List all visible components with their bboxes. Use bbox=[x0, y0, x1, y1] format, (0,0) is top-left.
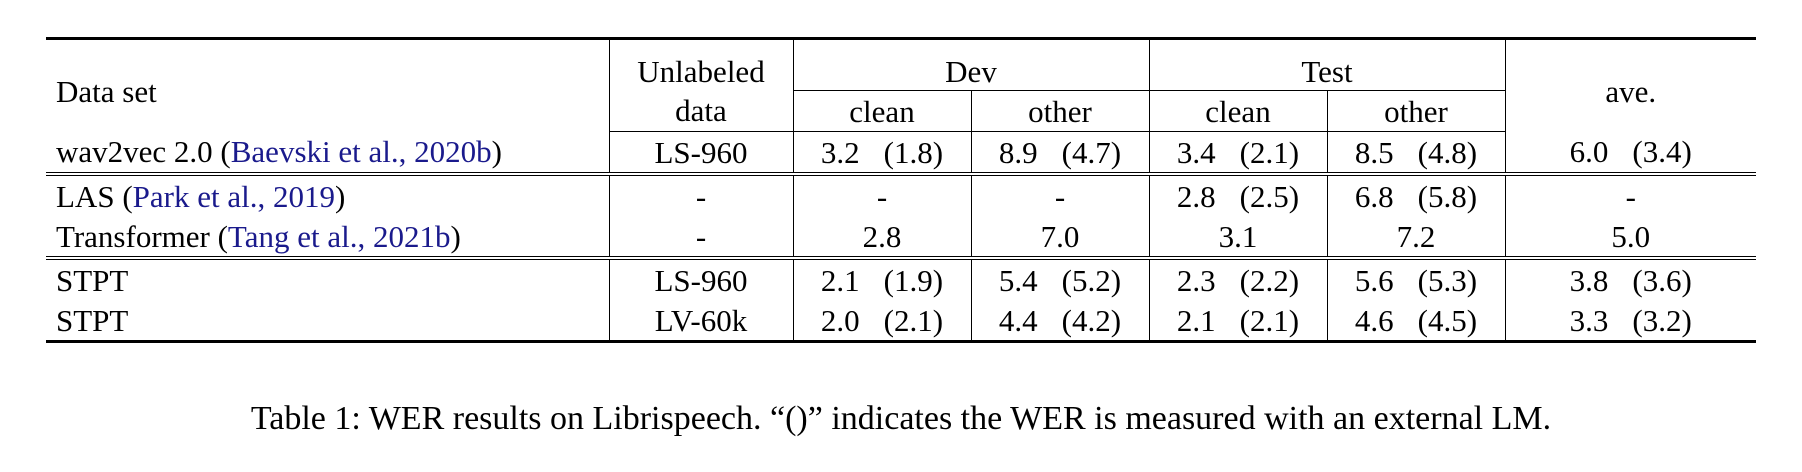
header-dev: Dev bbox=[792, 38, 1149, 91]
model-name: wav2vec 2.0 bbox=[56, 134, 213, 170]
header-test: Test bbox=[1148, 38, 1505, 91]
dev-clean-cell: 2.8 bbox=[792, 216, 971, 260]
header-dev-other: other bbox=[970, 90, 1149, 132]
citation-link[interactable]: Baevski et al., 2020b bbox=[230, 134, 492, 170]
header-unlabeled-line2: data bbox=[608, 90, 793, 132]
dev-clean-cell: 2.1 (1.9) bbox=[792, 258, 971, 300]
dev-other-cell: 7.0 bbox=[970, 216, 1149, 260]
dev-clean-cell: - bbox=[792, 174, 971, 216]
test-clean-cell: 3.4 (2.1) bbox=[1148, 131, 1327, 176]
test-clean-cell: 2.8 (2.5) bbox=[1148, 174, 1327, 216]
header-dataset: Data set bbox=[56, 74, 157, 110]
ave-cell: - bbox=[1504, 174, 1756, 216]
wer-results-table: Data set Unlabeled Dev Test ave. data cl… bbox=[46, 37, 1756, 343]
table-row: STPT LS-960 2.1 (1.9) 5.4 (5.2) 2.3 (2.2) 5… bbox=[46, 258, 1756, 300]
unlabeled-data-cell: LV-60k bbox=[608, 300, 793, 342]
header-test-clean: clean bbox=[1148, 90, 1327, 132]
model-name: Transformer bbox=[56, 218, 210, 254]
unlabeled-data-cell: - bbox=[608, 174, 793, 216]
ave-cell: 5.0 bbox=[1504, 216, 1756, 260]
test-other-cell: 5.6 (5.3) bbox=[1326, 258, 1505, 300]
ave-cell: 3.3 (3.2) bbox=[1504, 300, 1756, 342]
unlabeled-data-cell: - bbox=[608, 216, 793, 260]
ave-cell: 3.8 (3.6) bbox=[1504, 258, 1756, 300]
test-clean-cell: 3.1 bbox=[1148, 216, 1327, 260]
table-row: STPT LV-60k 2.0 (2.1) 4.4 (4.2) 2.1 (2.1) 4… bbox=[46, 300, 1756, 342]
row-name-cell: LAS (Park et al., 2019) bbox=[56, 178, 346, 214]
row-name-cell: Transformer (Tang et al., 2021b) bbox=[46, 216, 609, 260]
header-row-2: data clean other clean other bbox=[46, 90, 1756, 132]
test-other-cell: 4.6 (4.5) bbox=[1326, 300, 1505, 342]
table-caption: Table 1: WER results on Librispeech. “()… bbox=[250, 400, 1552, 437]
dev-clean-cell: 3.2 (1.8) bbox=[792, 131, 971, 176]
header-unlabeled-line1: Unlabeled bbox=[608, 38, 793, 91]
dev-other-cell: - bbox=[970, 174, 1149, 216]
row-name-cell: STPT bbox=[56, 302, 129, 338]
test-clean-cell: 2.3 (2.2) bbox=[1148, 258, 1327, 300]
model-name: LAS bbox=[56, 178, 115, 214]
table-row: wav2vec 2.0 (Baevski et al., 2020b) LS-9… bbox=[46, 131, 1756, 176]
table-row: LAS (Park et al., 2019) - - - 2.8 (2.5) 6… bbox=[46, 174, 1756, 216]
header-dev-clean: clean bbox=[792, 90, 971, 132]
dev-other-cell: 8.9 (4.7) bbox=[970, 131, 1149, 176]
test-clean-cell: 2.1 (2.1) bbox=[1148, 300, 1327, 342]
dev-other-cell: 4.4 (4.2) bbox=[970, 300, 1149, 342]
dev-clean-cell: 2.0 (2.1) bbox=[792, 300, 971, 342]
header-ave: ave. bbox=[1504, 38, 1756, 132]
unlabeled-data-cell: LS-960 bbox=[608, 131, 793, 176]
unlabeled-data-cell: LS-960 bbox=[608, 258, 793, 300]
dev-other-cell: 5.4 (5.2) bbox=[970, 258, 1149, 300]
row-name-cell: STPT bbox=[56, 262, 129, 298]
ave-cell: 6.0 (3.4) bbox=[1504, 131, 1756, 176]
row-name-cell: wav2vec 2.0 (Baevski et al., 2020b) bbox=[46, 131, 609, 176]
citation-link[interactable]: Park et al., 2019 bbox=[132, 178, 335, 214]
header-test-other: other bbox=[1326, 90, 1505, 132]
citation-link[interactable]: Tang et al., 2021b bbox=[227, 218, 451, 254]
table-row: Transformer (Tang et al., 2021b) - 2.8 7… bbox=[46, 216, 1756, 260]
header-row-1: Data set Unlabeled Dev Test ave. bbox=[46, 38, 1756, 132]
test-other-cell: 7.2 bbox=[1326, 216, 1505, 260]
test-other-cell: 6.8 (5.8) bbox=[1326, 174, 1505, 216]
test-other-cell: 8.5 (4.8) bbox=[1326, 131, 1505, 176]
